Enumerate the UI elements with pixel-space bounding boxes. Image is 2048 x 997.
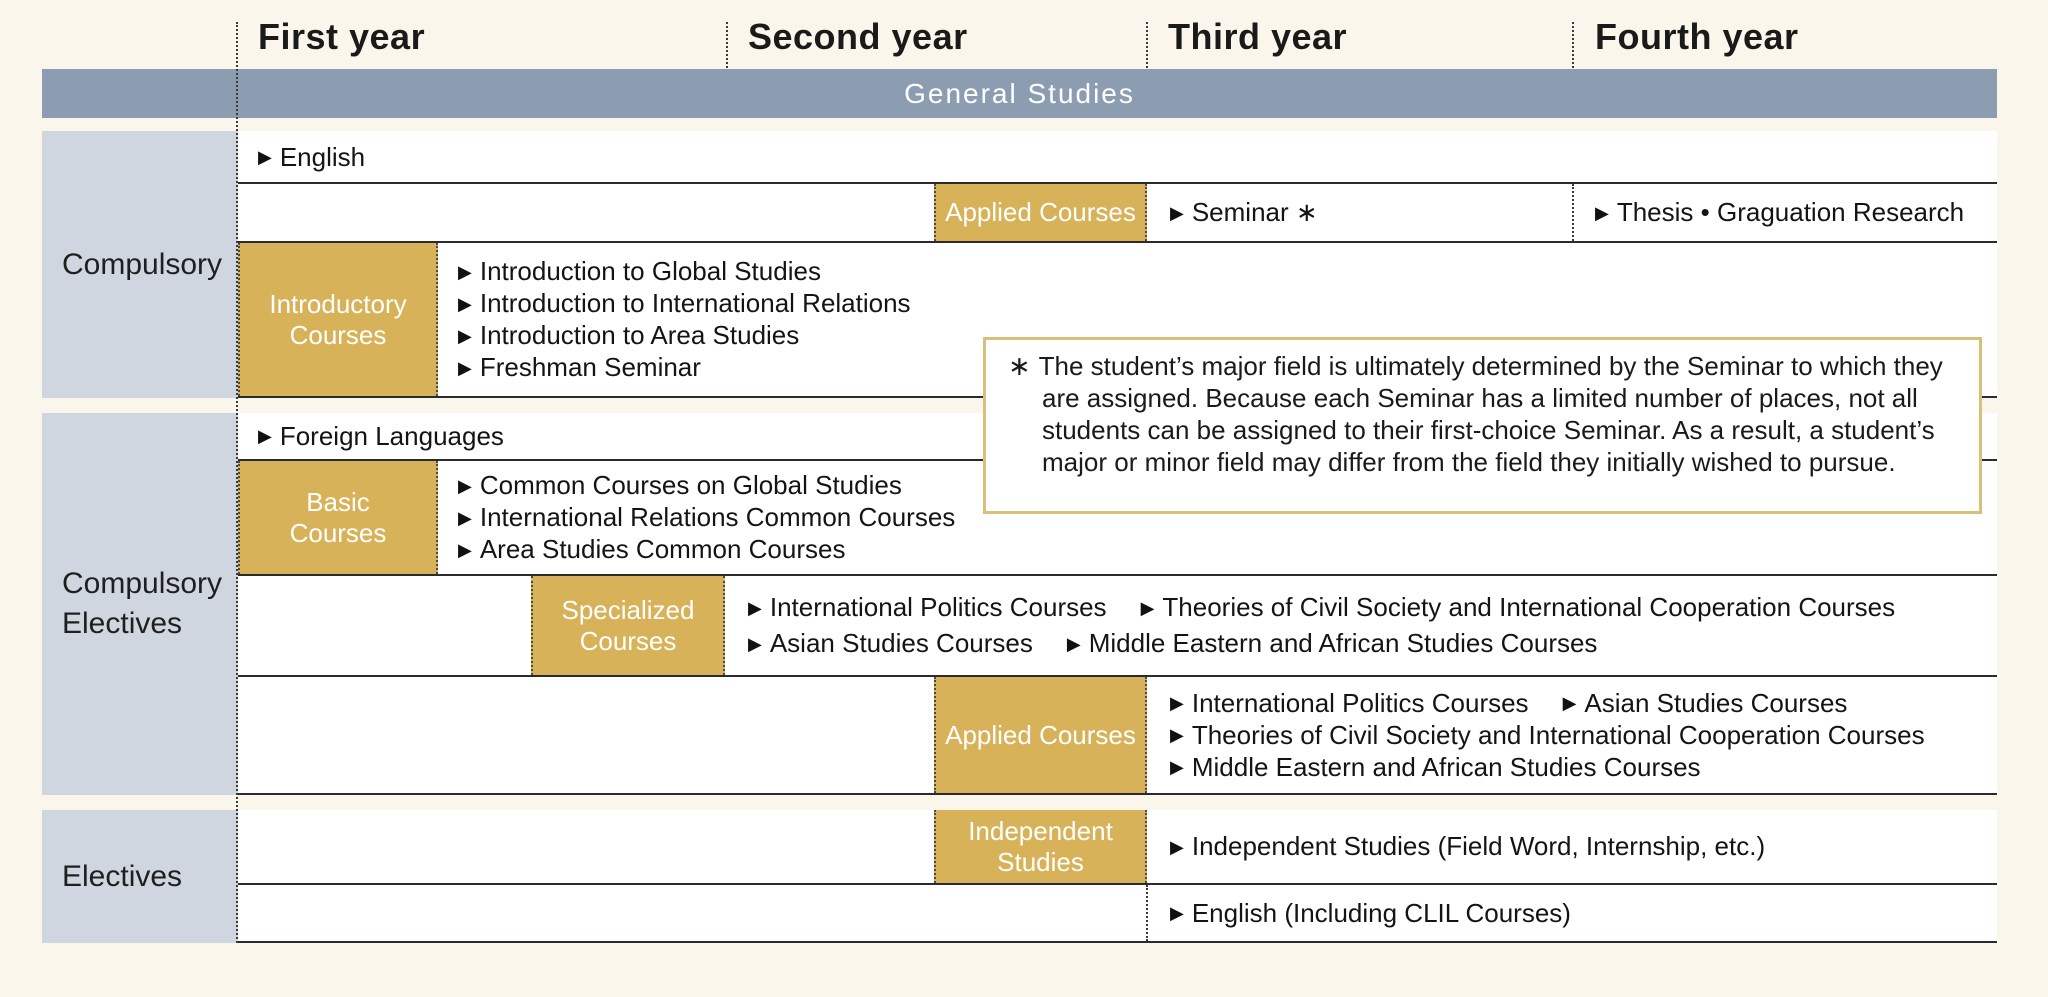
- course-label: Introduction to Global Studies: [479, 256, 821, 286]
- specialized-course-list: ▶ International Politics Courses ▶ Theorie…: [748, 576, 1895, 675]
- course-label: English: [279, 141, 366, 172]
- bullet-icon: ▶: [458, 475, 472, 496]
- course-label: Asian Studies Courses: [1584, 687, 1848, 718]
- course-label: Foreign Languages: [279, 420, 504, 451]
- bullet-icon: ▶: [458, 507, 472, 528]
- row-divider: [238, 675, 1997, 677]
- list-item: ▶ Middle Eastern and African Studies Cour…: [1170, 751, 1925, 783]
- list-item: ▶ Freshman Seminar: [458, 352, 911, 384]
- course-item-thesis: ▶ Thesis • Graguation Research: [1595, 184, 1964, 241]
- applied-courses-box-compulsory: Applied Courses: [934, 184, 1147, 241]
- course-item-foreign-languages: ▶ Foreign Languages: [258, 413, 504, 459]
- list-item: ▶ Theories of Civil Society and Internati…: [1170, 719, 1925, 751]
- course-label: Theories of Civil Society and Internatio…: [1191, 719, 1925, 750]
- bullet-icon: ▶: [458, 357, 472, 378]
- bullet-icon: ▶: [1140, 597, 1155, 618]
- course-label: Theories of Civil Society and Internatio…: [1162, 592, 1896, 622]
- list-item: ▶ International Politics Courses ▶ Theorie…: [748, 590, 1895, 626]
- course-item-seminar: ▶ Seminar ∗: [1170, 184, 1318, 241]
- year-header-fourth: Fourth year: [1595, 16, 1799, 57]
- column-tick-fourth-year: [1572, 22, 1574, 68]
- basic-courses-box: Basic Courses: [238, 461, 438, 574]
- bullet-icon: ▶: [1595, 202, 1609, 223]
- row-divider: [238, 883, 1997, 885]
- row-divider: [238, 574, 1997, 576]
- bullet-icon: ▶: [1562, 693, 1577, 713]
- row-divider: [238, 241, 1997, 243]
- bullet-icon: ▶: [1170, 836, 1184, 857]
- asterisk-marker: ∗: [1008, 351, 1031, 381]
- bullet-icon: ▶: [458, 261, 472, 282]
- column-tick-third-year: [1146, 22, 1148, 68]
- bullet-icon: ▶: [458, 293, 472, 314]
- course-label: Area Studies Common Courses: [479, 534, 846, 564]
- year-header-second: Second year: [748, 16, 968, 57]
- note-body: The student’s major field is ultimately …: [1038, 351, 1943, 477]
- list-item: ▶ Asian Studies Courses ▶ Middle Eastern a…: [748, 626, 1895, 662]
- seminar-note-box: ∗ The student’s major field is ultimately…: [983, 337, 1982, 514]
- section-label-electives: Electives: [42, 810, 238, 943]
- bullet-icon: ▶: [748, 633, 762, 654]
- course-label: Independent Studies (Field Word, Interns…: [1191, 831, 1766, 861]
- electives-row-divider: [1146, 885, 1148, 941]
- column-tick-second-year: [726, 22, 728, 68]
- year-header-first: First year: [258, 16, 426, 57]
- bullet-icon: ▶: [258, 147, 272, 167]
- course-label: Seminar ∗: [1191, 197, 1318, 227]
- row-divider: [238, 182, 1997, 184]
- course-label: International Politics Courses: [769, 592, 1107, 622]
- list-item: ▶ Area Studies Common Courses: [458, 534, 955, 566]
- course-label: Introduction to Area Studies: [479, 320, 800, 350]
- seminar-thesis-divider: [1572, 184, 1574, 241]
- block-bottom-line: [238, 793, 1997, 795]
- bullet-icon: ▶: [258, 426, 272, 446]
- course-label: English (Including CLIL Courses): [1191, 897, 1571, 928]
- course-label: Introduction to International Relations: [479, 288, 911, 318]
- bullet-icon: ▶: [1170, 903, 1184, 923]
- section-label-compulsory-electives: Compulsory Electives: [42, 413, 238, 795]
- section-label-compulsory: Compulsory: [42, 131, 238, 398]
- bullet-icon: ▶: [1170, 757, 1184, 777]
- applied-courses-box-electives: Applied Courses: [934, 677, 1147, 793]
- bullet-icon: ▶: [1066, 633, 1081, 654]
- bullet-icon: ▶: [1170, 693, 1184, 713]
- course-item-english: ▶ English: [258, 132, 365, 182]
- bullet-icon: ▶: [458, 325, 472, 346]
- bullet-icon: ▶: [458, 539, 472, 560]
- basic-course-list: ▶ Common Courses on Global Studies ▶ Inter…: [458, 461, 955, 574]
- general-studies-banner: General Studies: [42, 69, 1997, 118]
- applied-course-list: ▶ International Politics Courses ▶ Asian S…: [1170, 677, 1925, 793]
- course-label: Freshman Seminar: [479, 352, 701, 382]
- bullet-icon: ▶: [748, 597, 762, 618]
- year-header-third: Third year: [1168, 16, 1348, 57]
- course-label: Middle Eastern and African Studies Cours…: [1191, 751, 1701, 782]
- course-label: International Relations Common Courses: [479, 502, 956, 532]
- list-item: ▶ International Relations Common Courses: [458, 502, 955, 534]
- course-label: Common Courses on Global Studies: [479, 470, 902, 500]
- bullet-icon: ▶: [1170, 725, 1184, 745]
- seminar-note-text: ∗ The student’s major field is ultimately…: [1008, 350, 1963, 478]
- course-label: International Politics Courses: [1191, 687, 1529, 718]
- introductory-courses-box: Introductory Courses: [238, 243, 438, 396]
- course-item-independent-studies: ▶ Independent Studies (Field Word, Inter…: [1170, 810, 1765, 883]
- list-item: ▶ International Politics Courses ▶ Asian S…: [1170, 687, 1925, 719]
- bullet-icon: ▶: [1170, 202, 1184, 223]
- course-label: Thesis • Graguation Research: [1616, 197, 1965, 227]
- course-item-english-clil: ▶ English (Including CLIL Courses): [1170, 885, 1571, 941]
- course-label: Asian Studies Courses: [769, 628, 1033, 658]
- specialized-courses-box: Specialized Courses: [531, 576, 725, 675]
- column-dotted-line-main: [236, 22, 238, 943]
- independent-studies-box: Independent Studies: [934, 810, 1147, 883]
- list-item: ▶ Introduction to International Relations: [458, 288, 911, 320]
- course-label: Middle Eastern and African Studies Cours…: [1088, 628, 1598, 658]
- introductory-course-list: ▶ Introduction to Global Studies ▶ Introdu…: [458, 243, 911, 396]
- block-bottom-line: [238, 941, 1997, 943]
- list-item: ▶ Introduction to Area Studies: [458, 320, 911, 352]
- list-item: ▶ Common Courses on Global Studies: [458, 470, 955, 502]
- list-item: ▶ Introduction to Global Studies: [458, 256, 911, 288]
